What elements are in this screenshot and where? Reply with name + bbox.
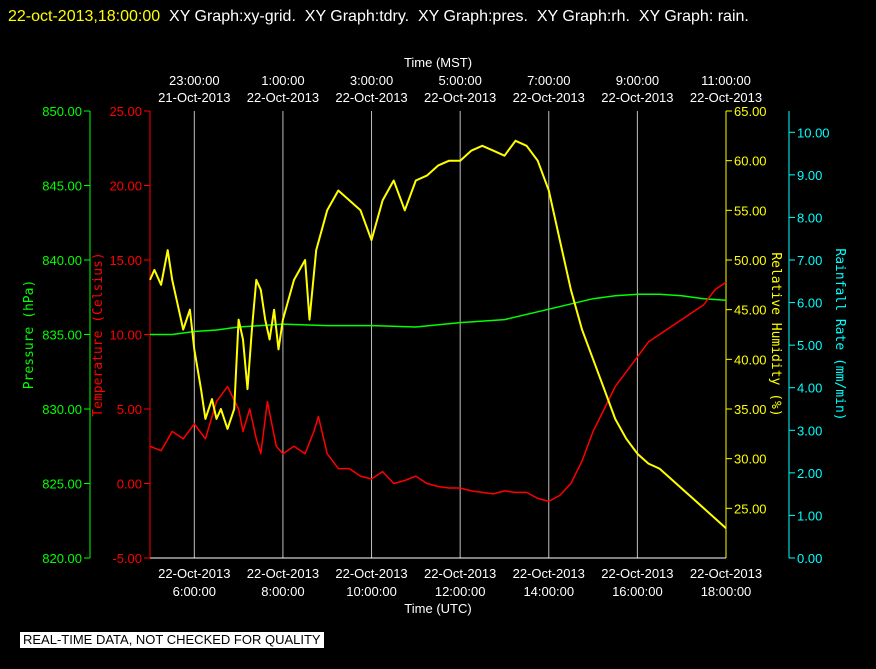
top-tick-date: 22-Oct-2013 bbox=[247, 90, 319, 105]
pressure-tick-label: 825.00 bbox=[42, 477, 82, 492]
top-tick-time: 7:00:00 bbox=[527, 73, 570, 88]
top-tick-date: 22-Oct-2013 bbox=[335, 90, 407, 105]
x-tick-time: 14:00:00 bbox=[523, 584, 574, 599]
rain-tick-label: 4.00 bbox=[797, 381, 822, 396]
x-tick-date: 22-Oct-2013 bbox=[247, 566, 319, 581]
humidity-axis-label: Relative Humidity (%) bbox=[768, 252, 783, 416]
humidity-tick-label: 60.00 bbox=[734, 154, 767, 169]
x-tick-date: 22-Oct-2013 bbox=[424, 566, 496, 581]
bottom-axis-label: Time (UTC) bbox=[404, 601, 471, 616]
top-axis-label: Time (MST) bbox=[404, 55, 472, 70]
x-tick-time: 6:00:00 bbox=[173, 584, 216, 599]
rain-tick-label: 1.00 bbox=[797, 508, 822, 523]
pressure-tick-label: 850.00 bbox=[42, 104, 82, 119]
rain-tick-label: 3.00 bbox=[797, 423, 822, 438]
top-tick-date: 22-Oct-2013 bbox=[513, 90, 585, 105]
x-tick-date: 22-Oct-2013 bbox=[513, 566, 585, 581]
humidity-tick-label: 50.00 bbox=[734, 253, 767, 268]
temperature-axis-label: Temperature (Celsius) bbox=[91, 252, 106, 416]
ticks: 22-Oct-2013 6:00:00 23:00:00 21-Oct-2013 22-… bbox=[42, 73, 829, 599]
rain-axis-label: Rainfall Rate (mm/min) bbox=[832, 248, 847, 420]
pressure-axis-label: Pressure (hPa) bbox=[22, 280, 37, 390]
humidity-tick-label: 55.00 bbox=[734, 203, 767, 218]
top-tick-date: 21-Oct-2013 bbox=[158, 90, 230, 105]
graph-list: XY Graph:xy-grid. XY Graph:tdry. XY Grap… bbox=[160, 8, 749, 25]
rain-tick-label: 5.00 bbox=[797, 338, 822, 353]
rain-tick-label: 6.00 bbox=[797, 296, 822, 311]
series-group bbox=[149, 139, 727, 529]
x-tick-time: 18:00:00 bbox=[701, 584, 752, 599]
top-tick-date: 22-Oct-2013 bbox=[690, 90, 762, 105]
pressure-tick-label: 830.00 bbox=[42, 402, 82, 417]
grid bbox=[193, 111, 727, 558]
x-tick-time: 8:00:00 bbox=[261, 584, 304, 599]
temperature-tick-label: 5.00 bbox=[117, 402, 142, 417]
top-tick-time: 9:00:00 bbox=[616, 73, 659, 88]
timestamp: 22-oct-2013,18:00:00 bbox=[8, 8, 161, 25]
top-tick-time: 5:00:00 bbox=[438, 73, 481, 88]
rain-tick-label: 2.00 bbox=[797, 466, 822, 481]
top-tick-time: 1:00:00 bbox=[261, 73, 304, 88]
temperature-tick-label: 20.00 bbox=[109, 179, 142, 194]
x-tick-date: 22-Oct-2013 bbox=[690, 566, 762, 581]
qc-banner: REAL-TIME DATA, NOT CHECKED FOR QUALITY bbox=[20, 632, 324, 648]
x-tick-time: 10:00:00 bbox=[346, 584, 397, 599]
x-tick-time: 12:00:00 bbox=[435, 584, 486, 599]
temperature-tick-label: 15.00 bbox=[109, 253, 142, 268]
x-tick-date: 22-Oct-2013 bbox=[601, 566, 673, 581]
x-tick-date: 22-Oct-2013 bbox=[335, 566, 407, 581]
humidity-tick-label: 40.00 bbox=[734, 352, 767, 367]
humidity-tick-label: 30.00 bbox=[734, 452, 767, 467]
humidity-tick-label: 35.00 bbox=[734, 402, 767, 417]
humidity-series-line bbox=[149, 139, 727, 529]
top-tick-time: 11:00:00 bbox=[701, 73, 751, 88]
humidity-tick-label: 25.00 bbox=[734, 501, 767, 516]
axis-labels: Time (MST) Time (UTC) Pressure (hPa) Temper… bbox=[22, 55, 847, 616]
top-tick-time: 3:00:00 bbox=[350, 73, 393, 88]
rain-tick-label: 9.00 bbox=[797, 168, 822, 183]
top-tick-time: 23:00:00 bbox=[169, 73, 220, 88]
humidity-tick-label: 45.00 bbox=[734, 303, 767, 318]
top-tick-date: 22-Oct-2013 bbox=[424, 90, 496, 105]
rain-tick-label: 7.00 bbox=[797, 253, 822, 268]
x-tick-date: 22-Oct-2013 bbox=[158, 566, 230, 581]
temperature-tick-label: 0.00 bbox=[117, 477, 142, 492]
temperature-tick-label: -5.00 bbox=[112, 551, 142, 566]
rain-tick-label: 0.00 bbox=[797, 551, 822, 566]
humidity-tick-label: 65.00 bbox=[734, 104, 767, 119]
pressure-tick-label: 835.00 bbox=[42, 328, 82, 343]
temperature-tick-label: 25.00 bbox=[109, 104, 142, 119]
pressure-tick-label: 845.00 bbox=[42, 179, 82, 194]
pressure-series-line bbox=[150, 293, 727, 336]
top-tick-date: 22-Oct-2013 bbox=[601, 90, 673, 105]
temperature-series-line bbox=[149, 281, 727, 503]
axes bbox=[84, 110, 795, 559]
temperature-tick-label: 10.00 bbox=[109, 328, 142, 343]
rain-tick-label: 10.00 bbox=[797, 125, 830, 140]
page-title: 22-oct-2013,18:00:00 XY Graph:xy-grid. X… bbox=[8, 3, 868, 31]
pressure-tick-label: 840.00 bbox=[42, 253, 82, 268]
x-tick-time: 16:00:00 bbox=[612, 584, 663, 599]
pressure-tick-label: 820.00 bbox=[42, 551, 82, 566]
rain-tick-label: 8.00 bbox=[797, 210, 822, 225]
